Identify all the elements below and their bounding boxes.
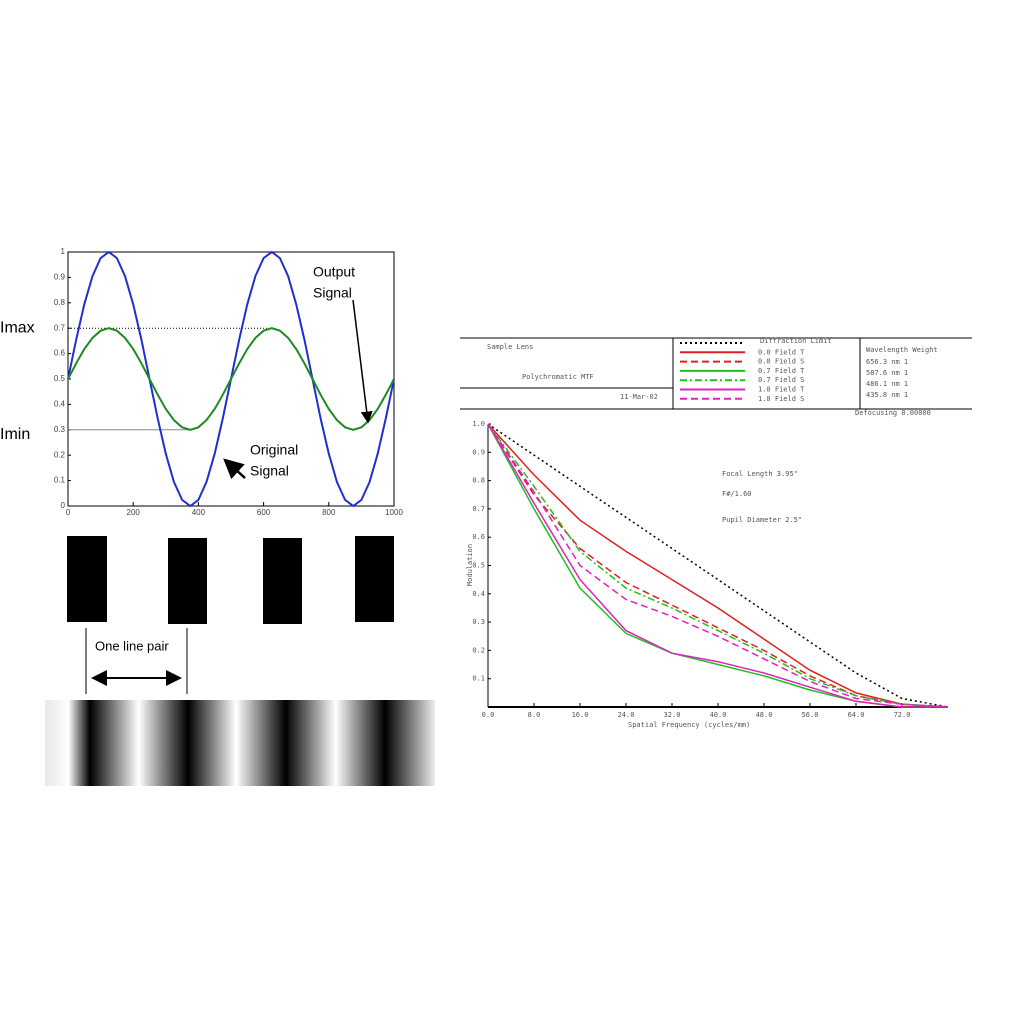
header-frame xyxy=(460,337,972,410)
x-tick-label: 56.0 xyxy=(802,711,819,719)
x-tick-label: 0.0 xyxy=(482,711,495,719)
sine-grating xyxy=(45,700,435,786)
legend-label: 1.0 Field S xyxy=(758,395,804,403)
annotation-arrow xyxy=(223,458,246,480)
wavelength-header: Wavelength Weight xyxy=(866,346,938,354)
y-tick-label: 0.2 xyxy=(472,646,485,654)
x-tick-label: 200 xyxy=(127,508,141,517)
y-tick-label: 0.3 xyxy=(472,618,485,626)
reference-label: Imin xyxy=(0,426,30,443)
series-line xyxy=(487,423,948,708)
series-line xyxy=(487,423,948,708)
plot-note: Focal Length 3.95" xyxy=(722,470,798,478)
mtf-title: Sample Lens xyxy=(487,343,533,351)
series-line xyxy=(487,423,949,708)
y-tick-label: 0.4 xyxy=(54,400,66,409)
mtf-date: 11-Mar-02 xyxy=(620,393,658,401)
x-tick-label: 32.0 xyxy=(664,711,681,719)
x-tick-label: 72.0 xyxy=(894,711,911,719)
y-tick-label: 0.8 xyxy=(54,298,66,307)
legend-label: 0.0 Field S xyxy=(758,358,804,366)
x-tick-label: 400 xyxy=(192,508,206,517)
bar-pattern xyxy=(355,536,394,622)
y-tick-label: 0.4 xyxy=(472,590,485,598)
y-tick-label: 0.9 xyxy=(54,273,66,282)
reference-label: Imax xyxy=(0,319,35,336)
wavelength: 486.1 nm 1 xyxy=(866,380,908,388)
x-tick-label: 0 xyxy=(66,508,71,517)
y-tick-label: 0.1 xyxy=(472,675,485,683)
bar-pattern xyxy=(67,536,107,622)
annotation: Signal xyxy=(313,285,352,301)
y-tick-label: 0.5 xyxy=(54,374,66,383)
bar-pattern xyxy=(263,538,302,624)
defocus: Defocusing 0.00000 xyxy=(855,409,931,417)
legend-label: 1.0 Field T xyxy=(758,386,805,394)
legend-label: 0.7 Field S xyxy=(758,376,804,384)
y-tick-label: 0.8 xyxy=(472,477,485,485)
y-tick-label: 0.2 xyxy=(54,450,66,459)
series-line xyxy=(67,327,395,431)
annotation: Signal xyxy=(250,463,289,479)
plot-note: F#/1.60 xyxy=(722,490,752,498)
x-tick-label: 64.0 xyxy=(848,711,865,719)
x-tick-label: 1000 xyxy=(385,508,403,517)
y-tick-label: 0.6 xyxy=(54,349,66,358)
series-line xyxy=(487,423,949,708)
mtf-subtitle: Polychromatic MTF xyxy=(522,373,594,381)
x-tick-label: 8.0 xyxy=(528,711,541,719)
wavelength: 656.3 nm 1 xyxy=(866,358,908,366)
x-axis-label: Spatial Frequency (cycles/mm) xyxy=(628,721,750,729)
y-tick-label: 0.3 xyxy=(54,425,66,434)
x-tick-label: 24.0 xyxy=(618,711,635,719)
annotation-arrow xyxy=(352,299,373,424)
plot-note: Pupil Diameter 2.5" xyxy=(722,516,802,524)
y-tick-label: 0.1 xyxy=(54,476,66,485)
y-tick-label: 0.9 xyxy=(472,448,485,456)
series-line xyxy=(487,423,949,708)
y-tick-label: 1.0 xyxy=(472,420,485,428)
legend-label: 0.7 Field T xyxy=(758,367,805,375)
series-line xyxy=(487,423,949,708)
y-tick-label: 0.7 xyxy=(54,323,66,332)
annotation: Output xyxy=(313,264,355,280)
y-axis-label: Modulation xyxy=(466,544,474,586)
x-tick-label: 16.0 xyxy=(572,711,589,719)
line-pair-label: One line pair xyxy=(95,638,169,653)
wavelength: 435.8 nm 1 xyxy=(866,391,908,399)
y-tick-label: 0.5 xyxy=(472,562,485,570)
annotation: Original xyxy=(250,442,298,458)
x-tick-label: 40.0 xyxy=(710,711,727,719)
wavelength: 587.6 nm 1 xyxy=(866,369,908,377)
y-tick-label: 1 xyxy=(61,247,66,256)
y-tick-label: 0 xyxy=(61,501,66,510)
y-tick-label: 0.6 xyxy=(472,533,485,541)
x-tick-label: 800 xyxy=(322,508,336,517)
legend-title: Diffraction Limit xyxy=(760,337,832,345)
x-tick-label: 48.0 xyxy=(756,711,773,719)
legend-label: 0.0 Field T xyxy=(758,348,805,356)
x-tick-label: 600 xyxy=(257,508,271,517)
bar-pattern xyxy=(168,538,207,624)
y-tick-label: 0.7 xyxy=(472,505,485,513)
